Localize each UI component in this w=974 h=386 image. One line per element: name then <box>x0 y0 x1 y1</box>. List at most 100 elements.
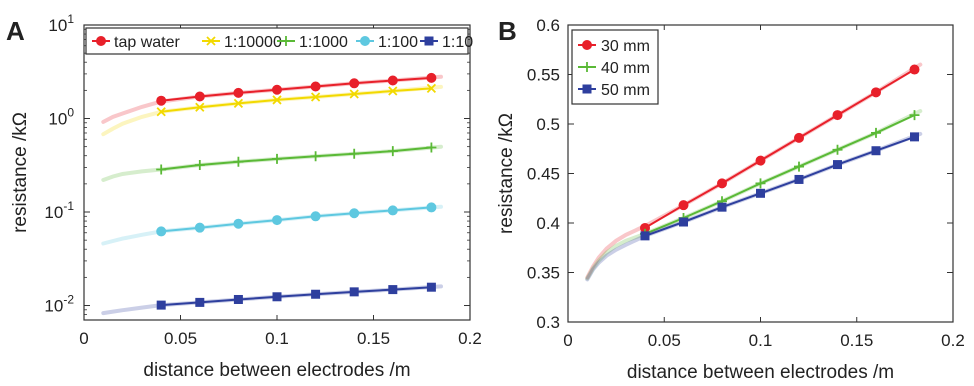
panel-b-series-30-mm-line <box>644 68 916 229</box>
panel-b-series-50-mm-point <box>833 160 842 170</box>
panel-b-series-40-mm-point <box>794 161 804 172</box>
panel-b-y-tick-label: 0.5 <box>536 115 560 134</box>
panel-a-series-1-10000-line <box>161 87 432 113</box>
panel-a-series-1-100-point <box>233 218 244 229</box>
panel-a-series-1-1000-point <box>387 146 398 157</box>
panel-a-y-tick-label: 101 <box>48 12 74 35</box>
panel-b-legend-swatch-marker <box>582 84 592 94</box>
panel-a-legend-swatch-marker <box>96 36 106 46</box>
panel-a-series-1-1000-point <box>272 153 282 164</box>
panel-a-series-1-1000-point <box>233 156 244 167</box>
panel-a-series-1-10-point <box>388 285 398 295</box>
panel-b-series-50-mm-point <box>756 188 765 198</box>
panel-a-series-1-100-point <box>310 211 321 222</box>
panel-a-series-tap-water-point <box>310 81 321 92</box>
panel-b-series-30-mm-point <box>717 178 727 189</box>
panel-a-series-1-100-point <box>387 205 398 216</box>
panel-b-series-30-mm-point <box>678 200 689 211</box>
panel-b-y-tick-label: 0.6 <box>536 16 560 35</box>
panel-a-series-1-1000-point <box>349 148 360 159</box>
panel-a-legend-swatch-marker <box>360 36 370 46</box>
panel-a-series-1-10000-point <box>233 98 244 109</box>
panel-b-y-tick-label: 0.55 <box>527 66 560 85</box>
panel-b-legend-label: 30 mm <box>601 38 650 55</box>
panel-b-legend-label: 50 mm <box>601 82 650 99</box>
panel-b-legend-swatch-marker <box>582 40 592 50</box>
panel-a-series-1-10-point <box>156 300 166 310</box>
panel-b-y-axis-label: resistance /kΩ <box>496 113 517 234</box>
panel-a-legend: tap water 1:10000 1:1000 1:100 1:10 <box>85 27 473 55</box>
panel-a-series-1-1000-point <box>310 151 321 162</box>
panel-b-legend-label: 40 mm <box>601 60 650 77</box>
panel-b-series-50-mm-fit-band <box>585 131 923 282</box>
panel-a-series-1-10-point <box>426 282 436 292</box>
panel-b-series-30-mm-point <box>871 87 881 98</box>
panel-a-legend-label: 1:10000 <box>224 34 282 51</box>
panel-b-legend-swatch-marker <box>582 62 592 72</box>
panel-a-x-tick-label: 0.05 <box>164 329 197 348</box>
panel-a-series-1-100-point <box>349 208 360 219</box>
panel-b-series-50-mm-point <box>640 231 650 241</box>
panel-a-x-tick-label: 0.2 <box>458 329 482 348</box>
panel-a-series-1-100 <box>101 202 443 246</box>
panel-b-series-30-mm-point <box>755 155 766 166</box>
panel-b-y-tick-label: 0.35 <box>527 264 560 283</box>
panel-a-series-tap-water-point <box>387 75 398 86</box>
panel-b-series-40-mm-line <box>644 114 915 235</box>
panel-a-legend-label: 1:100 <box>378 34 418 51</box>
panel-a-series-1-10000-point <box>388 86 398 96</box>
panel-a-y-tick-label: 10-1 <box>44 199 74 222</box>
panel-a-x-axis-label: distance between electrodes /m <box>143 360 410 381</box>
panel-a-series-1-1000-point <box>156 164 167 175</box>
panel-a-legend-swatch-marker <box>424 36 434 46</box>
panel-b-y-tick-label: 0.3 <box>536 313 560 332</box>
panel-a-x-tick-label: 0 <box>79 329 88 348</box>
panel-a-series-1-1000-point <box>426 142 437 153</box>
panel-a: A 0 0.05 0.1 0.15 0.2 10-2 10-1 100 101 distance … <box>6 12 482 381</box>
panel-a-y-axis-label: resistance /kΩ <box>10 112 31 233</box>
panel-a-series-tap-water-point <box>194 91 205 102</box>
panel-b-series-30-mm-point <box>909 64 920 75</box>
panel-b-series-40-mm-point <box>909 110 920 121</box>
panel-b-series-40-mm-point <box>755 178 766 189</box>
panel-b-letter: B <box>498 16 517 46</box>
panel-a-series-tap-water-point <box>349 78 360 89</box>
panel-a-series-1-10000 <box>101 83 443 137</box>
panel-a-series-1-10000-point <box>426 83 437 94</box>
panel-a-series-tap-water <box>101 72 443 124</box>
panel-a-legend-label: 1:1000 <box>299 34 348 51</box>
panel-b-y-tick-label: 0.4 <box>536 214 560 233</box>
panel-a-series-1-10000-point <box>272 95 282 105</box>
panel-b: B 0 0.05 0.1 0.15 0.2 0.3 0.35 0.4 0.45 0.5 0.55 0.… <box>496 16 965 383</box>
panel-b-x-axis-label: distance between electrodes /m <box>627 362 894 383</box>
panel-a-series-1-10000-point <box>195 102 205 112</box>
panel-a-series-1-100-point <box>194 222 205 233</box>
panel-a-series-1-1000-point <box>194 160 205 171</box>
panel-a-series-tap-water-line <box>161 76 432 102</box>
panel-b-x-tick-label: 0.2 <box>941 331 965 350</box>
panel-a-series-1-10-point <box>311 289 321 299</box>
panel-b-series-50-mm-point <box>679 217 688 227</box>
panel-a-series-1-1000 <box>101 142 443 182</box>
panel-a-x-tick-label: 0.15 <box>357 329 390 348</box>
panel-b-series-50-mm-point <box>910 132 919 142</box>
panel-b-series-30-mm <box>585 62 923 280</box>
panel-a-series-1-100-point <box>426 202 437 213</box>
panel-a-x-tick-label: 0.1 <box>265 329 289 348</box>
panel-a-y-tick-label: 10-2 <box>44 293 74 316</box>
panel-a-series-tap-water-point <box>156 95 167 106</box>
panel-b-x-tick-label: 0.15 <box>840 331 873 350</box>
panel-a-letter: A <box>6 16 25 46</box>
panel-a-series-tap-water-point <box>426 72 437 83</box>
panel-a-series-1-10 <box>101 282 443 316</box>
panel-a-legend-swatch-marker <box>206 36 216 46</box>
panel-a-series-tap-water-point <box>233 87 244 98</box>
panel-a-series-1-10000-point <box>310 92 321 102</box>
panel-a-legend-swatch-marker <box>281 36 291 46</box>
panel-a-series-1-10000-point <box>156 107 166 117</box>
panel-a-series-1-100-point <box>272 215 282 226</box>
panel-a-series-1-100-point <box>156 226 167 237</box>
panel-a-series-1-100-line <box>161 206 432 233</box>
panel-b-x-tick-label: 0 <box>563 331 572 350</box>
